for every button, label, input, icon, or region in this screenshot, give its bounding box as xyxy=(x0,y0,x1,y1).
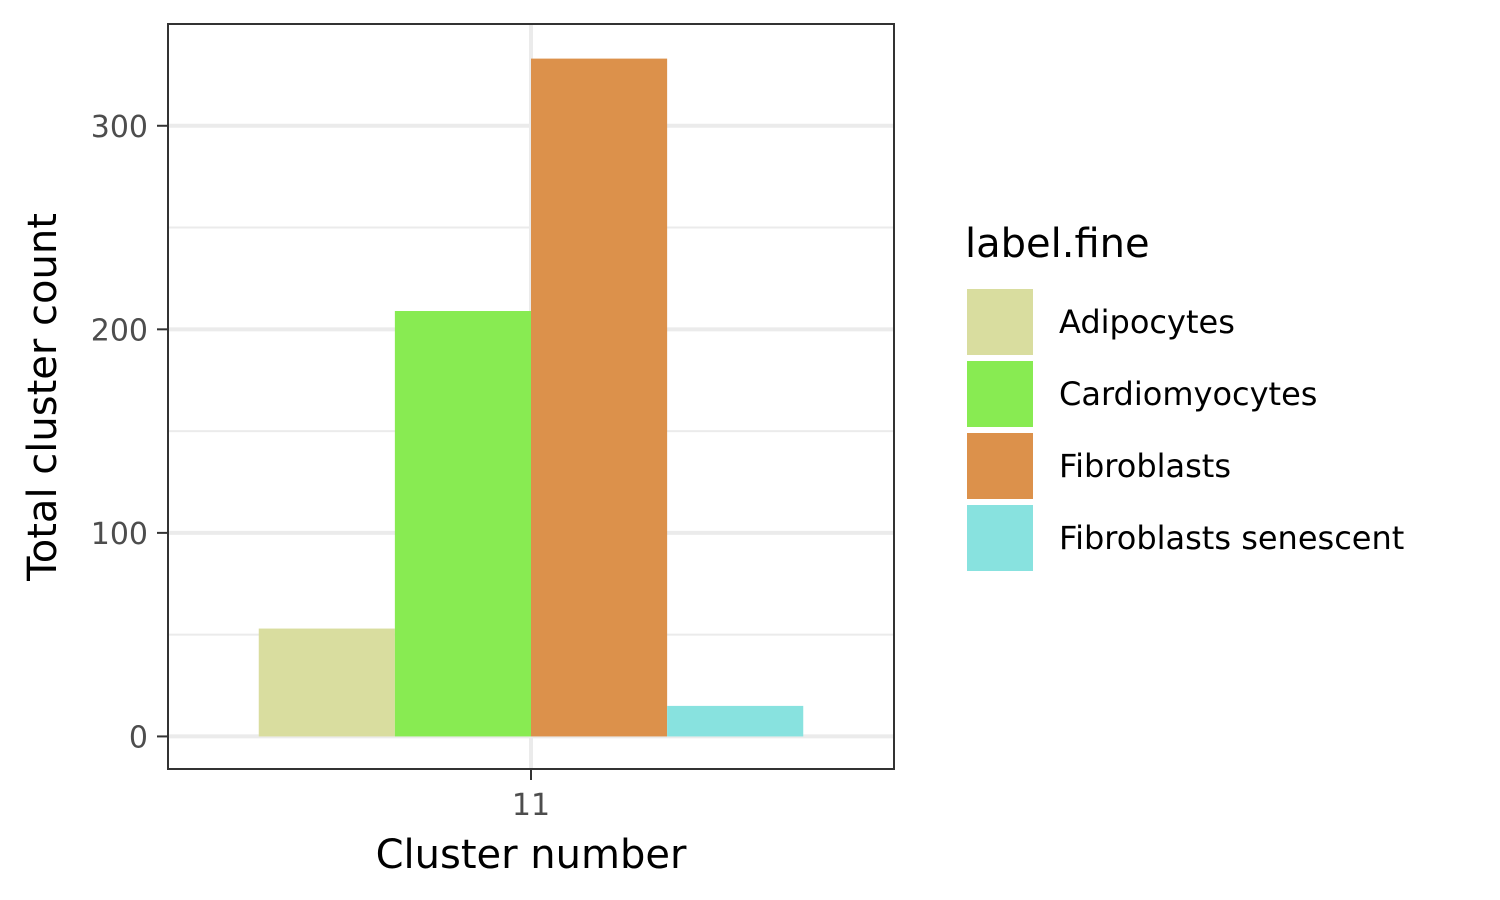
legend-key xyxy=(967,289,1033,355)
legend-label: Fibroblasts senescent xyxy=(1059,519,1404,557)
legend-label: Fibroblasts xyxy=(1059,447,1231,485)
bar-fibroblasts xyxy=(531,58,668,737)
legend-label: Cardiomyocytes xyxy=(1059,375,1317,413)
y-axis: 0 100 200 300 xyxy=(91,110,168,755)
legend-key xyxy=(967,361,1033,427)
bar-adipocytes xyxy=(258,628,395,737)
legend: label.fine Adipocytes Cardiomyocytes Fibro… xyxy=(965,221,1404,571)
x-axis: 11 xyxy=(512,769,550,823)
y-tick-label: 100 xyxy=(91,517,148,552)
bar-cardiomyocytes xyxy=(394,311,531,737)
y-tick-label: 300 xyxy=(91,110,148,145)
legend-key xyxy=(967,505,1033,571)
y-tick-label: 0 xyxy=(129,720,148,755)
bars xyxy=(258,58,804,737)
y-axis-title: Total cluster count xyxy=(20,213,66,582)
x-tick-label: 11 xyxy=(512,788,550,823)
legend-label: Adipocytes xyxy=(1059,303,1235,341)
x-axis-title: Cluster number xyxy=(376,832,687,878)
y-tick-label: 200 xyxy=(91,313,148,348)
legend-items: Adipocytes Cardiomyocytes Fibroblasts Fibro… xyxy=(967,289,1404,571)
legend-title: label.fine xyxy=(965,221,1150,267)
bar-fibroblasts-senescent xyxy=(667,705,804,737)
legend-key xyxy=(967,433,1033,499)
